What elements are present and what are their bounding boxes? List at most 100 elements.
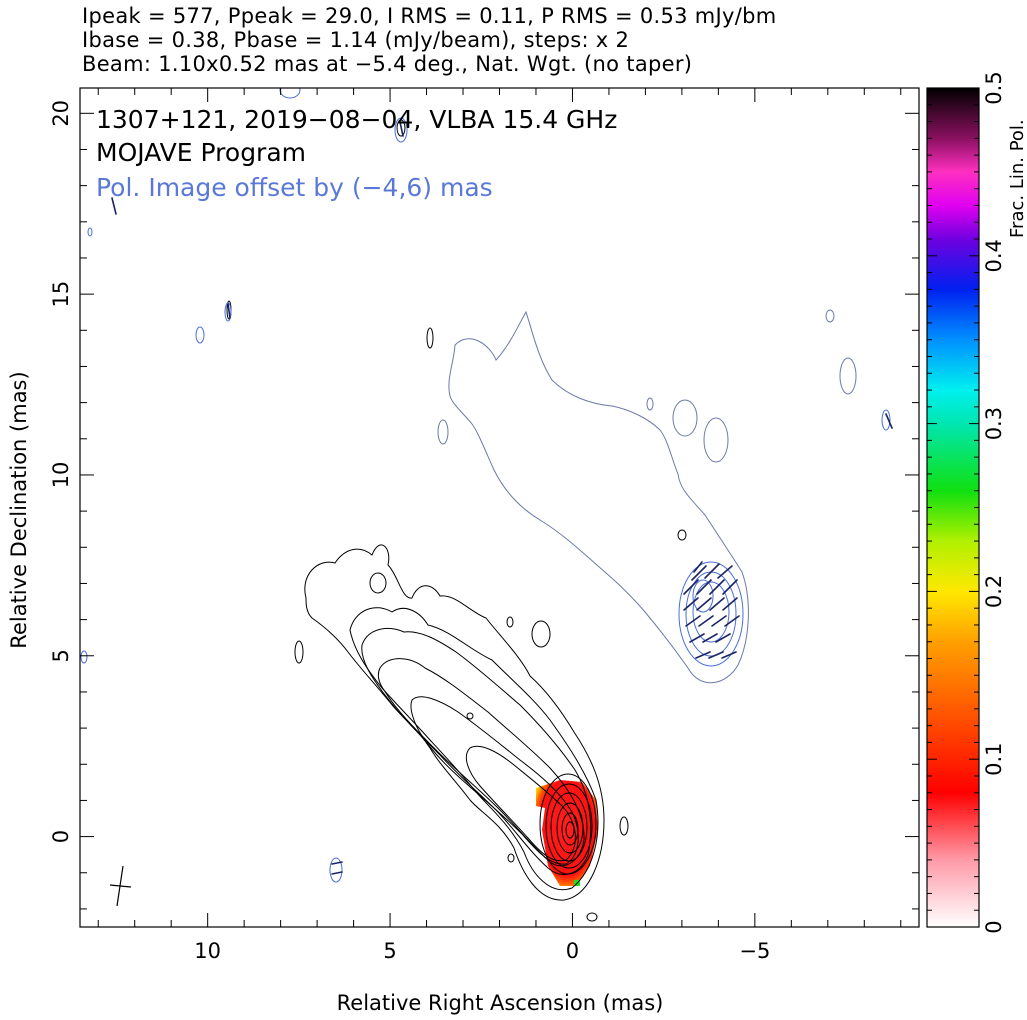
- evpa-tick: [724, 615, 740, 627]
- colorbar-tick-label: 0.5: [982, 71, 1006, 104]
- evpa-tick: [709, 597, 725, 611]
- evpa-tick: [227, 303, 231, 319]
- i-contour-7: [539, 773, 597, 875]
- colorbar-tick-labels: 0 0.1 0.2 0.3 0.4 0.5: [982, 71, 1006, 933]
- colorbar-tick-label: 0.2: [982, 575, 1006, 608]
- header-line-3: Beam: 1.10x0.52 mas at −5.4 deg., Nat. W…: [82, 52, 693, 76]
- i-island-1: [531, 620, 551, 648]
- evpa-tick: [683, 597, 699, 611]
- evpa-tick: [685, 615, 701, 627]
- y-tick-label: 10: [49, 462, 73, 489]
- evpa-tick: [111, 197, 117, 215]
- colorbar-tick-label: 0.3: [982, 407, 1006, 440]
- evpa-tick: [698, 615, 714, 627]
- pol-speck-5: [329, 857, 343, 883]
- i-contour-12: [565, 821, 575, 839]
- i-contour-11: [561, 812, 579, 846]
- beam-marker: [109, 865, 132, 907]
- beam-minor-axis: [109, 884, 132, 888]
- evpa-tick: [721, 651, 737, 659]
- pol-island-5: [437, 419, 449, 445]
- x-tick-label: −5: [739, 939, 770, 963]
- stokes-i-contours: [226, 119, 687, 922]
- evpa-tick: [331, 861, 343, 865]
- evpa-tick: [689, 633, 705, 643]
- evpa-vectors: [111, 121, 893, 875]
- y-tick-label: 15: [49, 281, 73, 308]
- evpa-tick: [708, 651, 724, 659]
- evpa-tick: [704, 563, 720, 579]
- pol-core-1: [678, 561, 744, 667]
- header-line-1: Ipeak = 577, Ppeak = 29.0, I RMS = 0.11,…: [82, 4, 777, 28]
- pol-core-contours: [80, 88, 891, 883]
- pol-island-3: [839, 357, 857, 395]
- pol-speck-2: [224, 302, 232, 322]
- x-tick-label: 5: [383, 939, 396, 963]
- x-tick-label: 0: [566, 939, 579, 963]
- i-island-3: [369, 572, 387, 594]
- i-contour-5: [410, 696, 579, 865]
- i-contour-4: [377, 658, 585, 867]
- colorbar-label: Frac. Lin. Pol.: [1007, 119, 1027, 238]
- pol-island-4: [825, 309, 835, 323]
- pol-island-2: [703, 417, 729, 463]
- evpa-tick: [722, 579, 738, 595]
- axis-ticks: [80, 88, 919, 927]
- evpa-tick: [717, 565, 733, 579]
- i-contour-1: [304, 544, 605, 901]
- pol-island-1: [672, 399, 698, 437]
- evpa-tick: [722, 597, 738, 611]
- y-tick-label: 0: [49, 830, 73, 843]
- colorbar-tick-label: 0: [982, 920, 1006, 933]
- source-annotation: 1307+121, 2019−08−04, VLBA 15.4 GHz: [96, 105, 617, 134]
- i-island-2: [506, 616, 514, 628]
- i-island-9: [396, 119, 406, 137]
- evpa-tick: [399, 121, 404, 137]
- evpa-tick: [695, 651, 711, 659]
- polarization-contours: [437, 309, 857, 684]
- evpa-tick: [885, 413, 893, 429]
- i-island-6: [507, 853, 515, 863]
- evpa-tick: [683, 579, 699, 595]
- axis-tick-labels: 10 5 0 −5 0 5 10 15 20: [49, 100, 770, 963]
- colorbar-ticks: [927, 87, 979, 928]
- colorbar-tick-label: 0.1: [982, 742, 1006, 775]
- i-island-8: [677, 529, 687, 541]
- i-contour-8: [545, 783, 593, 869]
- evpa-tick: [696, 579, 712, 595]
- i-island-12: [586, 912, 598, 922]
- i-contour-9: [550, 792, 588, 862]
- i-contour-2: [349, 607, 599, 891]
- pol-speck-3: [394, 117, 408, 143]
- pol-speck-1: [195, 326, 205, 344]
- i-contour-10: [556, 802, 584, 854]
- pol-offset-annotation: Pol. Image offset by (−4,6) mas: [96, 173, 493, 202]
- pol-core-3: [692, 581, 730, 643]
- pol-outer-contour: [448, 310, 749, 684]
- pol-speck-4: [881, 409, 891, 431]
- x-axis-label: Relative Right Ascension (mas): [337, 991, 664, 1015]
- program-annotation: MOJAVE Program: [96, 138, 306, 167]
- pol-speck-6: [279, 88, 301, 99]
- evpa-tick: [331, 871, 343, 875]
- header-line-2: Ibase = 0.38, Pbase = 1.14 (mJy/beam), s…: [82, 28, 630, 52]
- i-island-11: [426, 327, 434, 349]
- evpa-tick: [696, 597, 712, 611]
- evpa-tick: [711, 615, 727, 627]
- pol-island-6: [646, 397, 654, 411]
- i-island-7: [619, 816, 629, 836]
- y-tick-label: 5: [49, 649, 73, 662]
- evpa-tick: [702, 633, 718, 643]
- evpa-tick: [709, 579, 725, 595]
- i-contour-6: [465, 745, 576, 862]
- evpa-tick: [715, 633, 731, 643]
- pol-core-4: [692, 579, 714, 613]
- colorbar: [926, 87, 980, 928]
- pol-speck-7: [87, 227, 93, 237]
- i-island-5: [466, 712, 474, 720]
- i-island-4: [294, 640, 304, 664]
- colorbar-tick-label: 0.4: [982, 239, 1006, 272]
- evpa-tick: [693, 561, 703, 573]
- pol-speck-8: [80, 650, 88, 664]
